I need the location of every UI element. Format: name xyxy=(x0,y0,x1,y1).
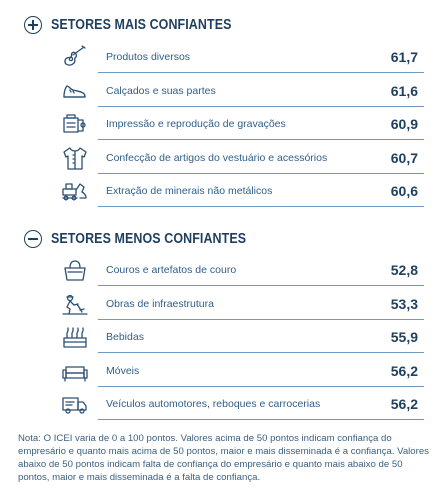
table-row: Bebidas 55,9 xyxy=(58,322,424,353)
index-value: 56,2 xyxy=(390,396,418,412)
index-value: 60,7 xyxy=(390,149,418,166)
shoe-icon xyxy=(58,77,92,105)
index-value: 61,7 xyxy=(390,49,418,65)
section-title: SETORES MENOS CONFIANTES xyxy=(51,231,247,247)
handbag-icon xyxy=(58,256,92,284)
bottles-icon xyxy=(58,323,92,351)
table-row: Confecção de artigos do vestuário e aces… xyxy=(58,143,424,174)
section-title: SETORES MAIS CONFIANTES xyxy=(51,17,232,33)
row-divider xyxy=(98,206,424,207)
plus-circle-icon xyxy=(24,16,42,34)
sector-label: Veículos automotores, reboques e carroce… xyxy=(106,398,321,410)
table-row: Calçados e suas partes 61,6 xyxy=(58,76,424,107)
index-value: 60,6 xyxy=(390,183,418,199)
guitar-icon xyxy=(58,43,92,71)
shirt-icon xyxy=(58,144,92,172)
sector-label: Produtos diversos xyxy=(106,51,191,63)
row-divider xyxy=(98,419,424,420)
sector-label: Confecção de artigos do vestuário e aces… xyxy=(106,151,328,164)
table-row: Impressão e reprodução de gravações 60,9 xyxy=(58,109,424,140)
table-row: Couros e artefatos de couro 52,8 xyxy=(58,255,424,286)
table-row: Extração de minerais não metálicos 60,6 xyxy=(58,176,424,207)
index-value: 55,9 xyxy=(390,329,418,345)
row-divider xyxy=(98,172,424,174)
table-row: Móveis 56,2 xyxy=(58,356,424,387)
sector-label: Calçados e suas partes xyxy=(106,84,216,97)
sofa-icon xyxy=(58,357,92,385)
row-divider xyxy=(98,318,424,320)
index-value: 61,6 xyxy=(390,82,418,99)
row-divider xyxy=(98,72,424,73)
sector-label: Obras de infraestrutura xyxy=(106,297,214,310)
row-divider xyxy=(98,139,424,140)
sector-label: Impressão e reprodução de gravações xyxy=(106,118,286,130)
sector-label: Móveis xyxy=(106,364,140,377)
sector-label: Extração de minerais não metálicos xyxy=(106,185,273,197)
section-header-most-confident: SETORES MAIS CONFIANTES xyxy=(24,16,261,34)
table-row: Obras de infraestrutura 53,3 xyxy=(58,289,424,320)
excavator-icon xyxy=(58,177,92,205)
truck-icon xyxy=(58,390,92,418)
table-row: Veículos automotores, reboques e carroce… xyxy=(58,389,424,420)
row-divider xyxy=(98,352,424,353)
index-value: 60,9 xyxy=(390,116,418,132)
minus-circle-icon xyxy=(24,230,42,248)
index-value: 56,2 xyxy=(390,362,418,379)
sector-label: Bebidas xyxy=(106,331,144,343)
table-row: Produtos diversos 61,7 xyxy=(58,42,424,73)
printer-roll-icon xyxy=(58,110,92,138)
footnote: Nota: O ICEI varia de 0 a 100 pontos. Va… xyxy=(18,433,429,483)
construction-worker-icon xyxy=(58,290,92,318)
row-divider xyxy=(98,385,424,387)
sector-label: Couros e artefatos de couro xyxy=(106,264,237,276)
index-value: 53,3 xyxy=(390,295,418,312)
index-value: 52,8 xyxy=(390,262,418,278)
section-header-least-confident: SETORES MENOS CONFIANTES xyxy=(24,230,278,248)
row-divider xyxy=(98,285,424,286)
row-divider xyxy=(98,105,424,107)
